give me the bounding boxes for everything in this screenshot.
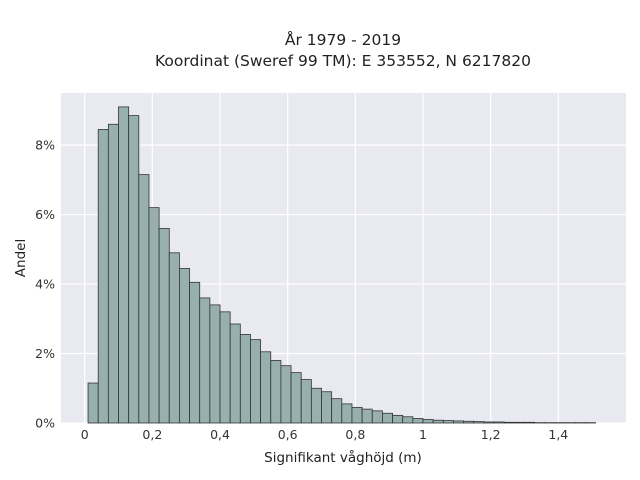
histogram-bar (138, 174, 150, 424)
histogram-bar (513, 421, 525, 424)
histogram-bar (463, 420, 475, 424)
chart-title-line2: Koordinat (Sweref 99 TM): E 353552, N 62… (155, 52, 531, 70)
histogram-bar (118, 106, 130, 424)
y-tick-label: 2% (35, 346, 55, 361)
y-tick-label: 8% (35, 138, 55, 153)
histogram-bar (412, 418, 424, 424)
y-axis-ticks: 0% 2% 4% 6% 8% (35, 138, 55, 431)
x-tick-label: 1 (419, 427, 427, 442)
histogram-bar (524, 421, 536, 424)
histogram-bar (310, 387, 322, 424)
histogram-bar (371, 410, 383, 424)
histogram-bar (300, 379, 312, 424)
histogram-bar (341, 403, 353, 424)
histogram-bar (107, 123, 119, 424)
histogram-bar (87, 382, 99, 424)
histogram-bar (148, 207, 160, 424)
histogram-bar (260, 351, 272, 424)
histogram-bar (331, 398, 343, 424)
histogram-bar (290, 372, 302, 424)
histogram-bar (229, 323, 241, 424)
histogram-bar (189, 281, 201, 424)
bars (87, 106, 596, 424)
x-tick-label: 0,6 (278, 427, 298, 442)
y-axis-label: Andel (13, 239, 29, 277)
x-tick-label: 0 (81, 427, 89, 442)
histogram-bar (128, 115, 140, 424)
histogram-bar (250, 339, 262, 424)
x-tick-label: 0,2 (142, 427, 162, 442)
histogram-bar (270, 360, 282, 424)
x-axis-label: Signifikant våghöjd (m) (264, 449, 422, 466)
histogram-bar (158, 228, 170, 424)
histogram-bar (209, 304, 221, 424)
histogram-bar (382, 412, 393, 424)
histogram-bar (351, 406, 363, 424)
x-tick-label: 1,2 (481, 427, 501, 442)
histogram-bar (168, 252, 180, 424)
histogram-bar (179, 268, 190, 424)
y-tick-label: 4% (35, 277, 55, 292)
x-tick-label: 1,4 (548, 427, 568, 442)
y-tick-label: 6% (35, 207, 55, 222)
histogram-bar (503, 421, 515, 424)
histogram-bar (361, 408, 373, 424)
histogram-bar (280, 365, 292, 424)
histogram-bar (239, 334, 251, 424)
histogram-bar (321, 391, 333, 424)
histogram-bar (97, 129, 109, 424)
histogram-bar (493, 421, 505, 424)
histogram-bar (199, 297, 211, 424)
histogram-bar (432, 419, 444, 424)
x-axis-ticks: 0 0,2 0,4 0,6 0,8 1 1,2 1,4 (81, 427, 569, 442)
histogram-bar (422, 419, 434, 424)
histogram-bar (402, 416, 414, 424)
x-tick-label: 0,4 (210, 427, 230, 442)
y-tick-label: 0% (35, 416, 55, 431)
histogram-bar (392, 414, 404, 424)
x-tick-label: 0,8 (345, 427, 365, 442)
histogram-bar (442, 420, 454, 424)
histogram-bar (473, 421, 485, 424)
histogram-bar (219, 311, 231, 424)
histogram-bar (453, 420, 465, 424)
chart-title-line1: År 1979 - 2019 (285, 30, 401, 49)
histogram-bar (483, 421, 495, 424)
